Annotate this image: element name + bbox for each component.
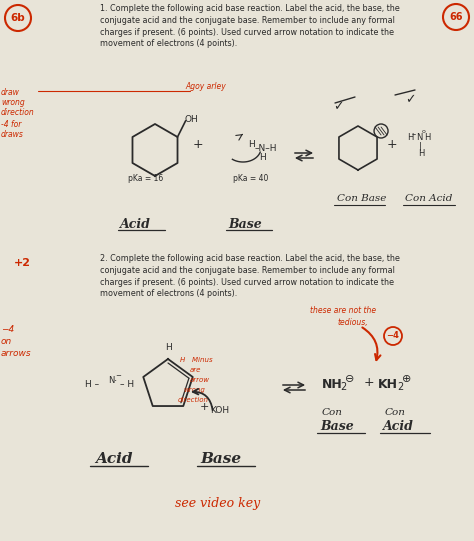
Text: 66: 66 [449, 12, 463, 22]
Text: OH: OH [184, 115, 198, 124]
Text: H: H [418, 149, 424, 158]
Text: N⋅: N⋅ [108, 376, 117, 385]
Text: ✓: ✓ [405, 93, 416, 106]
Text: Base: Base [320, 420, 354, 433]
Text: 2. Complete the following acid base reaction. Label the acid, the base, the
conj: 2. Complete the following acid base reac… [100, 254, 400, 299]
Text: on: on [1, 337, 12, 346]
Text: 1. Complete the following acid base reaction. Label the acid, the base, the
conj: 1. Complete the following acid base reac… [100, 4, 400, 48]
Text: direction: direction [1, 108, 35, 117]
Text: H –: H – [85, 380, 99, 389]
Text: KOH: KOH [210, 406, 229, 415]
Text: −: − [115, 373, 121, 379]
Text: o: o [422, 129, 426, 134]
Text: ✓: ✓ [333, 100, 344, 113]
Text: draws: draws [1, 130, 24, 139]
Text: -4 for: -4 for [1, 120, 21, 129]
Text: 2: 2 [340, 382, 346, 392]
Text: +: + [200, 402, 210, 412]
Text: arrow: arrow [190, 377, 210, 383]
Text: −4: −4 [1, 325, 14, 334]
Text: +: + [193, 138, 203, 151]
Text: wrong: wrong [1, 98, 25, 107]
Text: Con Acid: Con Acid [405, 194, 452, 203]
Text: Acid: Acid [95, 452, 133, 466]
Text: are: are [190, 367, 201, 373]
Text: pKa = 16: pKa = 16 [128, 174, 163, 183]
Text: draw: draw [1, 88, 20, 97]
Text: Acid: Acid [383, 420, 414, 433]
Text: +: + [364, 376, 374, 389]
Text: |: | [419, 142, 422, 151]
Text: wrong: wrong [183, 387, 205, 393]
Text: H: H [248, 140, 255, 149]
Text: H: H [165, 343, 172, 352]
Text: ⊕: ⊕ [402, 374, 411, 384]
Text: 2: 2 [397, 382, 403, 392]
Text: NH: NH [322, 378, 343, 391]
Text: +2: +2 [14, 258, 31, 268]
Text: 6b: 6b [10, 13, 26, 23]
Text: Acid: Acid [120, 218, 151, 231]
Text: tedious,: tedious, [338, 318, 369, 327]
Text: Base: Base [228, 218, 262, 231]
Text: arrows: arrows [1, 349, 32, 358]
Text: Con Base: Con Base [337, 194, 386, 203]
Text: direction: direction [178, 397, 209, 403]
Text: ⊖: ⊖ [345, 374, 355, 384]
Text: Con: Con [385, 408, 406, 417]
Text: see video key: see video key [175, 497, 260, 510]
Text: –: – [412, 130, 416, 139]
Text: these are not the: these are not the [310, 306, 376, 315]
Text: Con: Con [322, 408, 343, 417]
Text: N: N [416, 133, 422, 142]
Text: Agoy arley: Agoy arley [185, 82, 226, 91]
Text: −4: −4 [387, 332, 400, 340]
Text: Base: Base [200, 452, 241, 466]
Text: H   Minus: H Minus [180, 357, 213, 363]
Text: pKa = 40: pKa = 40 [233, 174, 268, 183]
Text: H: H [407, 133, 413, 142]
Text: –N–H: –N–H [255, 144, 277, 153]
Text: H: H [424, 133, 430, 142]
Text: H: H [259, 153, 266, 162]
Text: KH: KH [378, 378, 398, 391]
Text: – H: – H [120, 380, 134, 389]
Text: +: + [387, 138, 397, 151]
